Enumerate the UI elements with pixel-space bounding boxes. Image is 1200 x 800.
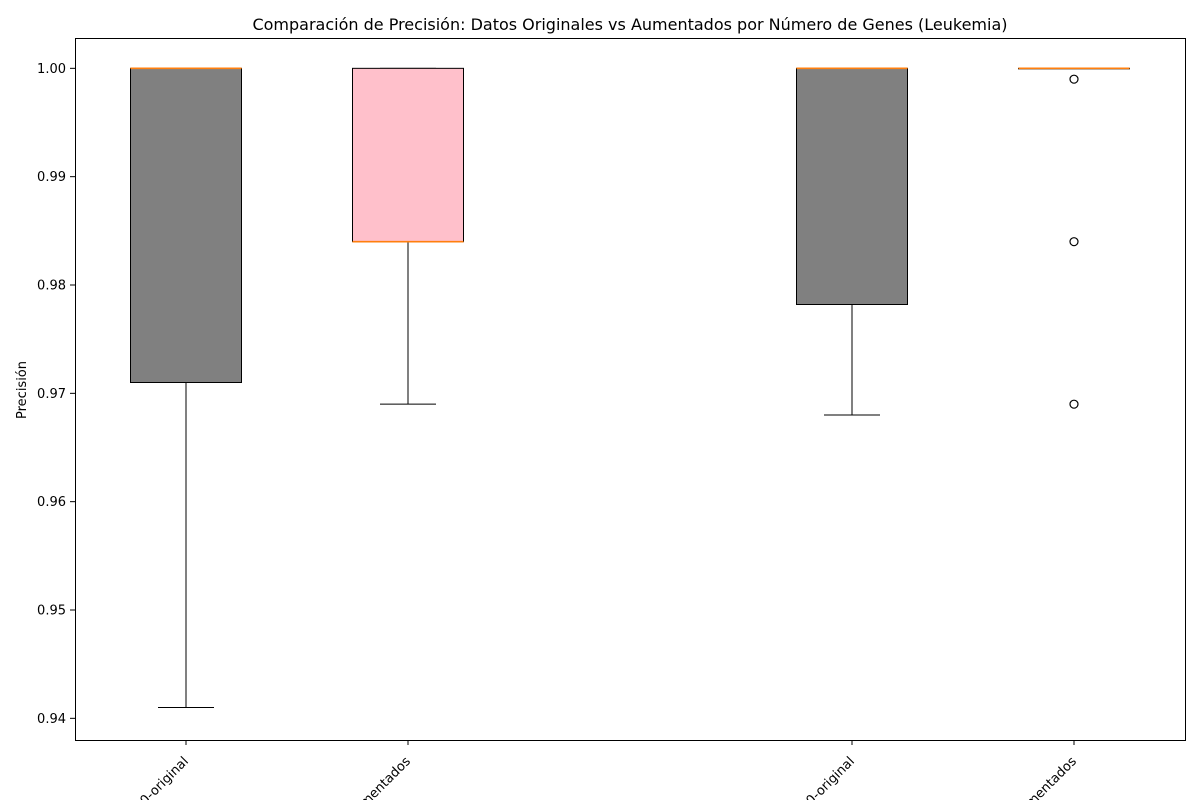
outlier-point (1069, 399, 1079, 409)
box-iqr (130, 67, 242, 383)
x-tick-label: mentados (357, 754, 414, 800)
y-tick-label: 0.95 (37, 604, 66, 619)
y-tick-label: 0.96 (37, 495, 66, 510)
y-tick-label: 0.98 (37, 279, 66, 294)
outlier-point (1069, 237, 1079, 247)
box-iqr (796, 67, 908, 306)
y-tick-label: 0.97 (37, 387, 66, 402)
y-tick-label: 0.99 (37, 170, 66, 185)
outlier-point (1069, 74, 1079, 84)
axes-frame (75, 38, 1186, 741)
plot-area: 0.94 0.95 0.96 0.97 0.98 0.99 1.00 0-original me… (37, 62, 1130, 800)
chart-title: Comparación de Precisión: Datos Original… (252, 15, 1007, 34)
x-tick-label: mentados (1023, 754, 1080, 800)
x-tick-label: 0-original (804, 754, 858, 800)
y-tick-label: 1.00 (37, 62, 66, 77)
box-iqr (352, 67, 464, 243)
y-axis-label: Precisión (15, 361, 30, 419)
y-tick-label: 0.94 (37, 712, 66, 727)
x-tick-label: 0-original (138, 754, 192, 800)
